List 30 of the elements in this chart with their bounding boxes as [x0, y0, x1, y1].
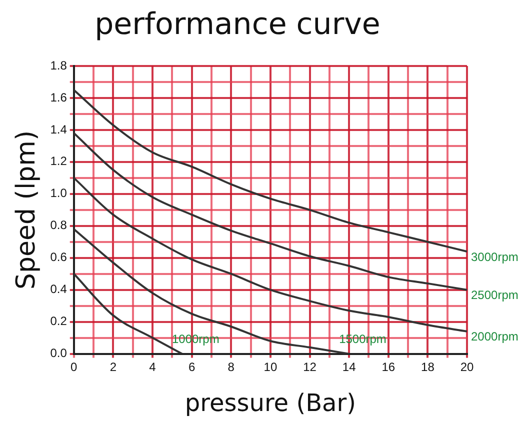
series-label: 3000rpm — [471, 250, 518, 264]
series-label: 2000rpm — [471, 330, 518, 344]
y-tick-label: 1.0 — [50, 186, 68, 200]
y-tick-label: 1.6 — [50, 90, 68, 104]
x-axis-title: pressure (Bar) — [184, 388, 356, 417]
line-series — [74, 132, 467, 291]
x-tick-label: 20 — [460, 360, 474, 374]
y-tick-label: 0.6 — [50, 250, 68, 264]
x-tick-label: 0 — [70, 360, 78, 374]
x-tick-label: 2 — [110, 360, 117, 374]
x-tick-label: 18 — [421, 360, 435, 374]
x-tick-label: 16 — [382, 360, 396, 374]
x-tick-label: 10 — [264, 360, 278, 374]
y-tick-label: 0.0 — [50, 346, 68, 360]
y-tick-label: 0.8 — [50, 218, 68, 232]
line-series — [74, 88, 467, 252]
x-tick-label: 6 — [188, 360, 196, 374]
x-tick-label: 12 — [303, 360, 317, 374]
line-series — [74, 176, 467, 332]
y-axis-title: Speed (lpm) — [11, 130, 42, 290]
x-tick-label: 8 — [228, 360, 235, 374]
y-tick-label: 0.4 — [50, 282, 68, 296]
chart-title: performance curve — [94, 6, 380, 42]
y-tick-label: 0.2 — [50, 314, 68, 328]
y-tick-label: 1.4 — [50, 122, 68, 136]
y-tick-label: 1.8 — [50, 58, 68, 72]
x-tick-label: 14 — [342, 360, 356, 374]
y-tick-label: 1.2 — [50, 154, 68, 168]
x-tick-label: 4 — [149, 360, 156, 374]
series-label: 2500rpm — [471, 288, 518, 302]
